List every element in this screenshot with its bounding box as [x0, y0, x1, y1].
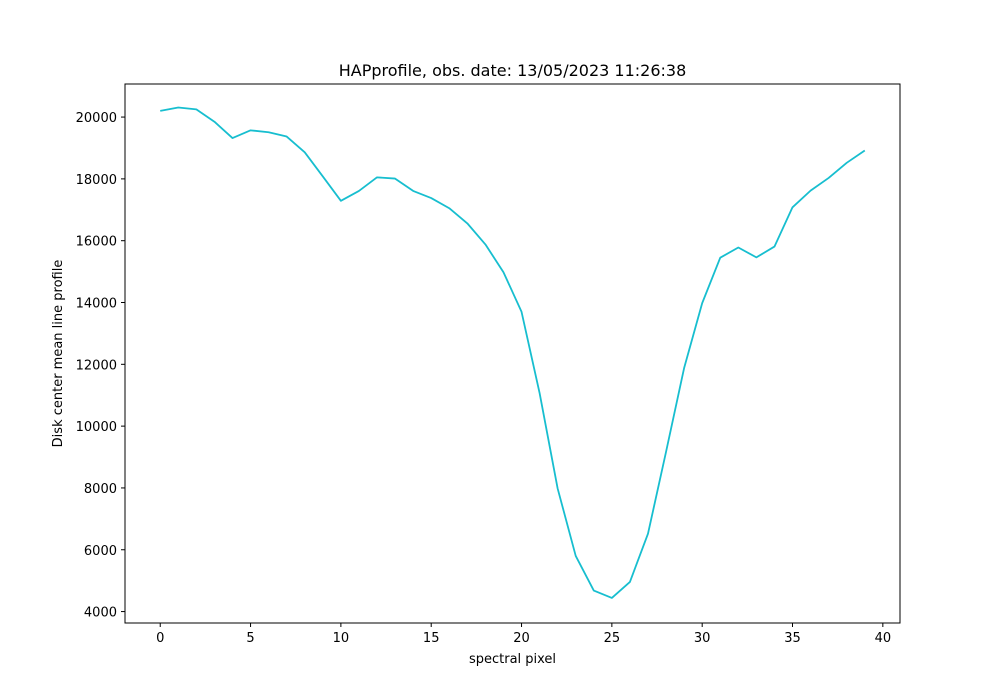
- x-axis-ticks: 0 5 10 15 20 25 30 35 40: [156, 623, 891, 646]
- plot-area: [125, 84, 900, 623]
- x-tick-label: 0: [156, 631, 164, 646]
- plot-frame: [124, 83, 901, 624]
- x-tick-label: 5: [246, 631, 254, 646]
- chart-title: HAPprofile, obs. date: 13/05/2023 11:26:…: [339, 61, 687, 80]
- series-line: [160, 106, 866, 599]
- y-axis-ticks: 4000 6000 8000 10000 12000 14000 16000 18000 200…: [76, 111, 125, 621]
- x-axis-label: spectral pixel: [469, 652, 556, 667]
- y-tick-label: 10000: [76, 420, 117, 435]
- y-tick-label: 16000: [76, 235, 117, 250]
- x-tick-label: 10: [333, 631, 350, 646]
- y-tick-label: 6000: [84, 544, 117, 559]
- x-tick-label: 15: [423, 631, 440, 646]
- x-tick-label: 40: [875, 631, 892, 646]
- y-tick-label: 4000: [84, 606, 117, 621]
- y-tick-label: 8000: [84, 482, 117, 497]
- y-axis-label: Disk center mean line profile: [51, 260, 66, 448]
- y-tick-label: 18000: [76, 173, 117, 188]
- x-tick-label: 30: [694, 631, 711, 646]
- x-tick-label: 35: [784, 631, 801, 646]
- y-tick-label: 20000: [76, 111, 117, 126]
- x-tick-label: 25: [604, 631, 621, 646]
- y-tick-label: 12000: [76, 358, 117, 373]
- series-layer: [160, 106, 866, 599]
- x-tick-label: 20: [513, 631, 530, 646]
- y-tick-label: 14000: [76, 297, 117, 312]
